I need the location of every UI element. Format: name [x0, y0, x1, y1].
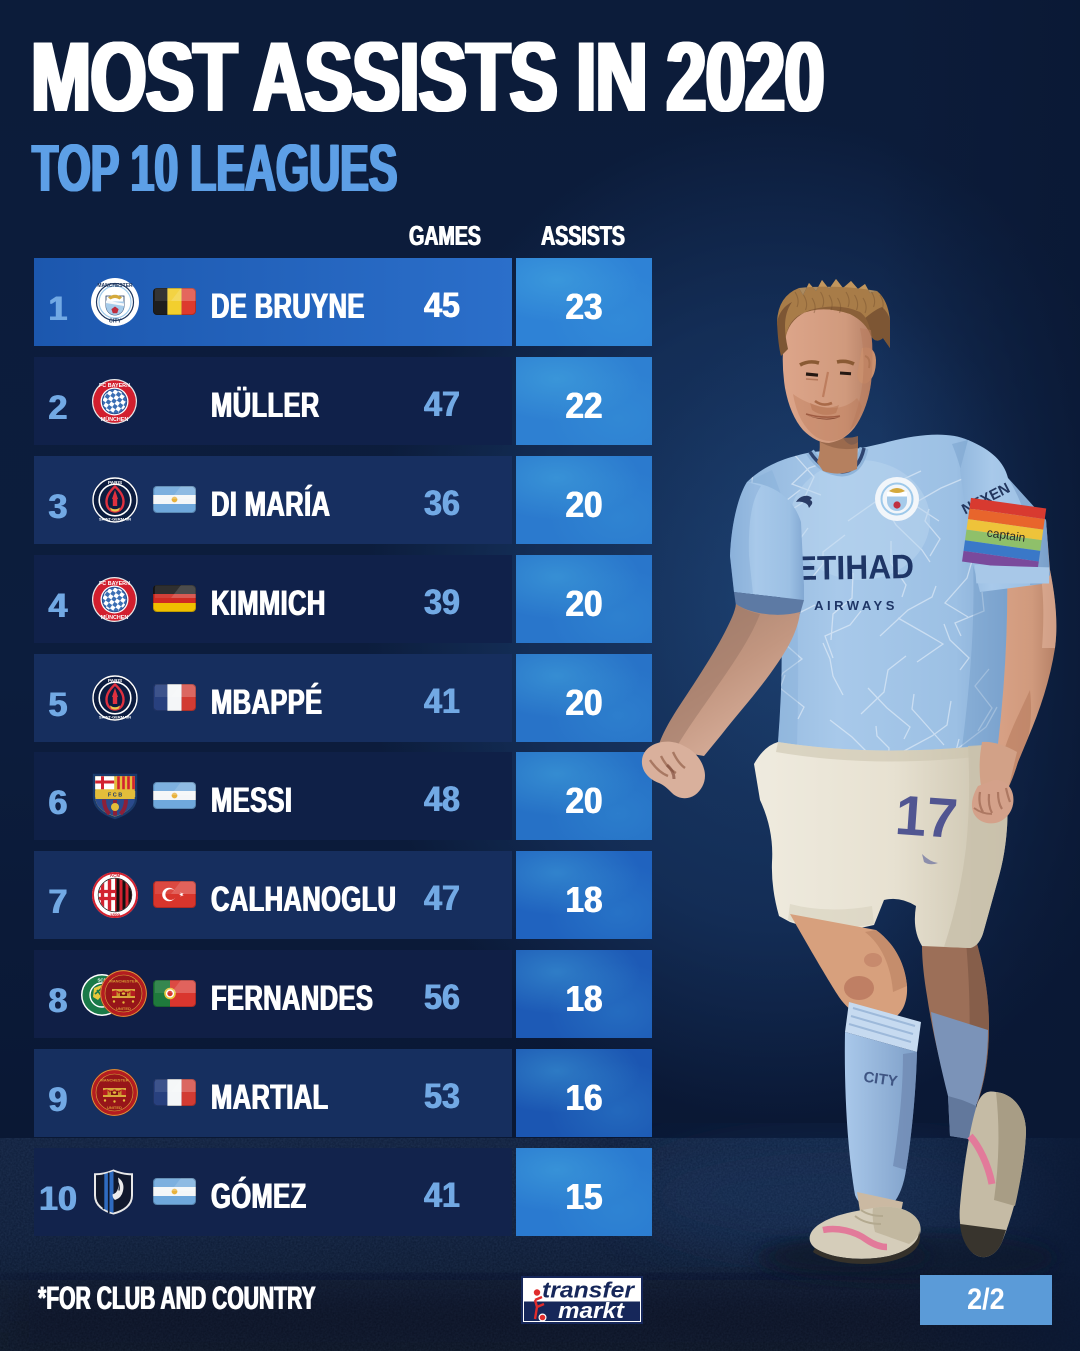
svg-text:FC BAYERN: FC BAYERN [99, 581, 130, 587]
svg-text:UNITED: UNITED [116, 1006, 131, 1011]
svg-text:MANCHESTER: MANCHESTER [97, 283, 133, 289]
svg-text:markt: markt [558, 1298, 626, 1323]
svg-text:ACM: ACM [110, 873, 121, 878]
svg-text:MÜNCHEN: MÜNCHEN [101, 614, 129, 621]
svg-text:17: 17 [893, 783, 960, 850]
svg-text:CITY: CITY [109, 319, 122, 325]
svg-text:PARIS: PARIS [108, 678, 123, 684]
svg-text:captain: captain [986, 526, 1026, 545]
svg-text:1899: 1899 [110, 913, 121, 918]
svg-text:ETIHAD: ETIHAD [796, 548, 915, 588]
svg-text:PARIS: PARIS [108, 480, 123, 486]
svg-text:SCP: SCP [97, 978, 106, 983]
svg-text:F C B: F C B [108, 792, 122, 798]
svg-text:SAINT-GERMAIN: SAINT-GERMAIN [99, 715, 131, 720]
svg-text:SAINT-GERMAIN: SAINT-GERMAIN [99, 517, 131, 522]
svg-text:AIRWAYS: AIRWAYS [814, 598, 898, 613]
svg-text:MANCHESTER: MANCHESTER [100, 1078, 128, 1083]
svg-text:transfer: transfer [542, 1278, 636, 1303]
svg-text:FC BAYERN: FC BAYERN [99, 383, 130, 389]
svg-text:MANCHESTER: MANCHESTER [109, 979, 137, 984]
svg-text:MÜNCHEN: MÜNCHEN [101, 416, 129, 423]
svg-text:UNITED: UNITED [107, 1105, 122, 1110]
svg-text:CITY: CITY [862, 1069, 898, 1091]
